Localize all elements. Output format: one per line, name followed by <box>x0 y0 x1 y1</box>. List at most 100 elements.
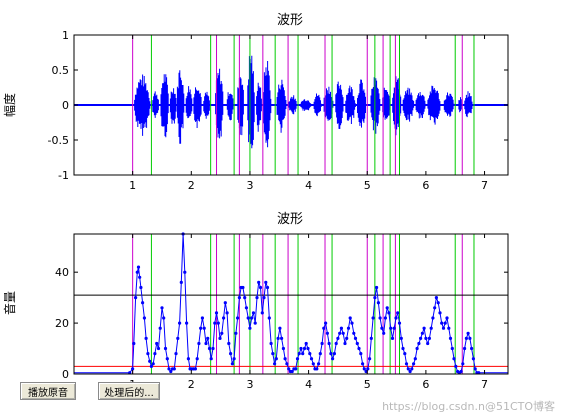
volume-point <box>306 346 310 351</box>
volume-point <box>417 341 421 346</box>
volume-point <box>368 357 372 361</box>
volume-point <box>434 296 438 300</box>
volume-point <box>329 352 333 356</box>
volume-xtick-label: 4 <box>305 378 312 391</box>
volume-point <box>229 352 233 356</box>
volume-point <box>135 270 139 274</box>
volume-point <box>339 326 343 330</box>
waveform-ytick-label: 0.5 <box>52 64 70 77</box>
volume-point <box>463 346 467 351</box>
volume-point <box>237 296 241 300</box>
volume-point <box>376 301 380 305</box>
waveform-xtick-label: 7 <box>481 179 488 192</box>
volume-point <box>230 362 234 366</box>
volume-point <box>264 280 268 284</box>
volume-point <box>172 367 176 371</box>
volume-point <box>223 301 227 305</box>
volume-point <box>350 321 354 325</box>
waveform-segment <box>313 93 322 117</box>
volume-point <box>361 362 365 366</box>
volume-ytick-label: 20 <box>55 317 69 330</box>
volume-xtick-label: 6 <box>422 378 429 391</box>
volume-point <box>440 321 444 325</box>
volume-point <box>399 336 403 340</box>
volume-point <box>450 346 454 351</box>
waveform-segment <box>464 91 473 118</box>
volume-point <box>396 311 400 315</box>
volume-point <box>183 270 187 274</box>
waveform-segment <box>176 70 185 144</box>
volume-point <box>338 331 342 335</box>
play-original-button[interactable]: 播放原音 <box>20 382 76 400</box>
volume-point <box>461 362 465 366</box>
volume-point <box>234 331 238 335</box>
volume-point <box>387 311 391 315</box>
volume-point <box>385 306 389 310</box>
volume-point <box>197 341 201 346</box>
volume-point <box>297 352 301 356</box>
volume-point <box>176 336 180 340</box>
volume-point <box>294 367 298 371</box>
waveform-segment <box>370 77 381 134</box>
volume-point <box>144 336 148 340</box>
volume-point <box>244 306 248 310</box>
volume-point <box>141 301 145 305</box>
waveform-ytick-label: -0.5 <box>48 134 69 147</box>
waveform-xtick-label: 5 <box>364 179 371 192</box>
volume-point <box>468 336 472 340</box>
volume-xtick-label: 7 <box>481 378 488 391</box>
volume-point <box>327 341 331 346</box>
volume-ylabel: 音量 <box>2 291 17 315</box>
volume-point <box>222 316 226 320</box>
volume-point <box>401 346 405 351</box>
volume-point <box>404 362 409 366</box>
volume-ytick-label: 40 <box>55 266 69 279</box>
waveform-segment <box>345 85 356 124</box>
volume-point <box>255 296 259 300</box>
volume-point <box>438 311 442 315</box>
waveform-segment <box>256 82 262 132</box>
volume-point <box>420 331 424 335</box>
volume-point <box>131 367 135 371</box>
volume-point <box>422 326 426 330</box>
waveform-ytick-label: -1 <box>58 169 69 182</box>
waveform-xtick-label: 1 <box>129 179 136 192</box>
volume-point <box>380 326 384 330</box>
volume-point <box>406 367 410 371</box>
volume-point <box>243 296 247 300</box>
volume-point <box>199 326 203 330</box>
volume-point <box>174 352 178 356</box>
volume-point <box>216 321 220 325</box>
volume-point <box>302 346 307 351</box>
volume-point <box>362 367 366 371</box>
volume-point <box>158 326 162 330</box>
volume-point <box>202 326 206 330</box>
volume-point <box>369 336 373 340</box>
volume-ytick-label: 0 <box>62 368 69 381</box>
play-processed-button[interactable]: 处理后的... <box>98 382 160 400</box>
volume-point <box>139 285 143 290</box>
waveform-segment <box>288 95 297 115</box>
volume-point <box>153 352 157 356</box>
volume-point <box>271 352 275 356</box>
waveform-axes: 波形 幅度 1 2 3 4 5 6 7 -1 -0.5 0 0.5 1 <box>2 13 509 192</box>
volume-point <box>392 326 396 330</box>
volume-point <box>357 346 361 351</box>
volume-point <box>309 357 314 361</box>
volume-point <box>464 336 468 340</box>
volume-point <box>138 275 142 279</box>
volume-title: 波形 <box>277 212 303 227</box>
volume-point <box>394 316 398 320</box>
volume-point <box>165 357 169 361</box>
volume-point <box>257 280 261 284</box>
waveform-segment <box>134 74 151 136</box>
waveform-xtick-label: 3 <box>246 179 253 192</box>
waveform-segment <box>458 97 463 113</box>
volume-axes: 波形 音量 123456702040 <box>2 212 509 391</box>
volume-point <box>290 369 294 374</box>
volume-point <box>169 369 173 374</box>
volume-point <box>278 326 282 330</box>
volume-point <box>148 359 152 363</box>
waveform-segment <box>203 91 210 119</box>
